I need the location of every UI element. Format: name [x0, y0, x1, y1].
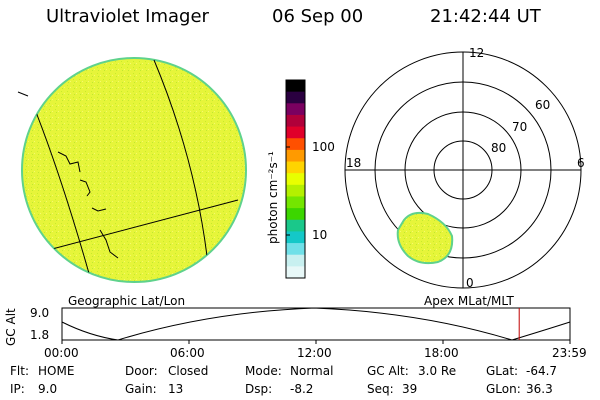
gain-value: 13 — [168, 382, 184, 396]
altitude-xtick-0000: 00:00 — [44, 346, 79, 360]
flt-value: HOME — [38, 364, 75, 378]
colorbar-band — [286, 126, 305, 139]
colorbar-band — [286, 254, 305, 267]
altitude-ytick-1-8: 1.8 — [30, 328, 50, 342]
mlt-label-0: 0 — [466, 276, 474, 290]
flt-label: Flt: — [10, 364, 29, 378]
colorbar-band — [286, 184, 305, 197]
time-readout: 21:42:44 UT — [430, 6, 541, 27]
colorbar-band — [286, 161, 305, 174]
latitude-line — [22, 199, 239, 259]
seq-value: 39 — [402, 382, 418, 396]
apex-caption: Apex MLat/MLT — [424, 294, 514, 308]
gcalt-value: 3.0 Re — [418, 364, 457, 378]
polar-plot — [344, 51, 582, 289]
colorbar-frame — [285, 79, 306, 279]
dsp-label: Dsp: — [245, 382, 273, 396]
altitude-curve — [61, 307, 571, 341]
colorbar-band — [286, 231, 305, 244]
glon-value: 36.3 — [526, 382, 553, 396]
altitude-xtick-2359: 23:59 — [552, 346, 587, 360]
colorbar — [286, 80, 305, 279]
glon-label: GLon: — [486, 382, 521, 396]
colorbar-band — [286, 114, 305, 128]
colorbar-band — [286, 138, 305, 151]
colorbar-band — [286, 80, 305, 93]
gcalt-label: GC Alt: — [367, 364, 409, 378]
mode-value: Normal — [290, 364, 334, 378]
gain-label: Gain: — [125, 382, 157, 396]
colorbar-band — [286, 149, 305, 163]
colorbar-band — [286, 173, 305, 186]
app-title: Ultraviolet Imager — [46, 6, 209, 27]
date-readout: 06 Sep 00 — [272, 6, 364, 27]
lat-label-60: 60 — [535, 98, 551, 112]
door-value: Closed — [168, 364, 209, 378]
mlt-label-6: 6 — [577, 156, 585, 170]
colorbar-band — [286, 266, 305, 279]
glat-value: -64.7 — [526, 364, 558, 378]
lat-label-70: 70 — [512, 120, 528, 134]
mode-label: Mode: — [245, 364, 282, 378]
colorbar-tick-100: 100 — [312, 140, 335, 154]
mlt-label-12: 12 — [469, 46, 485, 60]
lat-label-80: 80 — [491, 141, 507, 155]
ip-value: 9.0 — [38, 382, 58, 396]
colorbar-unit-label: photon cm⁻²s⁻¹ — [266, 151, 280, 244]
altitude-ytick-9: 9.0 — [30, 306, 50, 320]
altitude-ylabel: GC Alt — [4, 308, 18, 346]
seq-label: Seq: — [367, 382, 394, 396]
door-label: Door: — [125, 364, 158, 378]
colorbar-band — [286, 219, 305, 232]
altitude-plot — [61, 307, 571, 344]
colorbar-band — [286, 103, 305, 116]
ip-label: IP: — [10, 382, 25, 396]
geographic-caption: Geographic Lat/Lon — [68, 294, 186, 308]
colorbar-tick-10: 10 — [312, 228, 328, 242]
colorbar-band — [286, 196, 305, 209]
colorbar-band — [286, 208, 305, 221]
colorbar-band — [286, 91, 305, 104]
altitude-xtick-1200: 12:00 — [297, 346, 332, 360]
altitude-xtick-1800: 18:00 — [424, 346, 459, 360]
dsp-value: -8.2 — [290, 382, 314, 396]
geographic-disk — [17, 57, 247, 283]
aurora-oval-region — [396, 211, 454, 265]
glat-label: GLat: — [486, 364, 519, 378]
coastline-path — [57, 151, 119, 259]
colorbar-band — [286, 243, 305, 256]
mlt-label-18: 18 — [346, 156, 362, 170]
altitude-xtick-0600: 06:00 — [170, 346, 205, 360]
